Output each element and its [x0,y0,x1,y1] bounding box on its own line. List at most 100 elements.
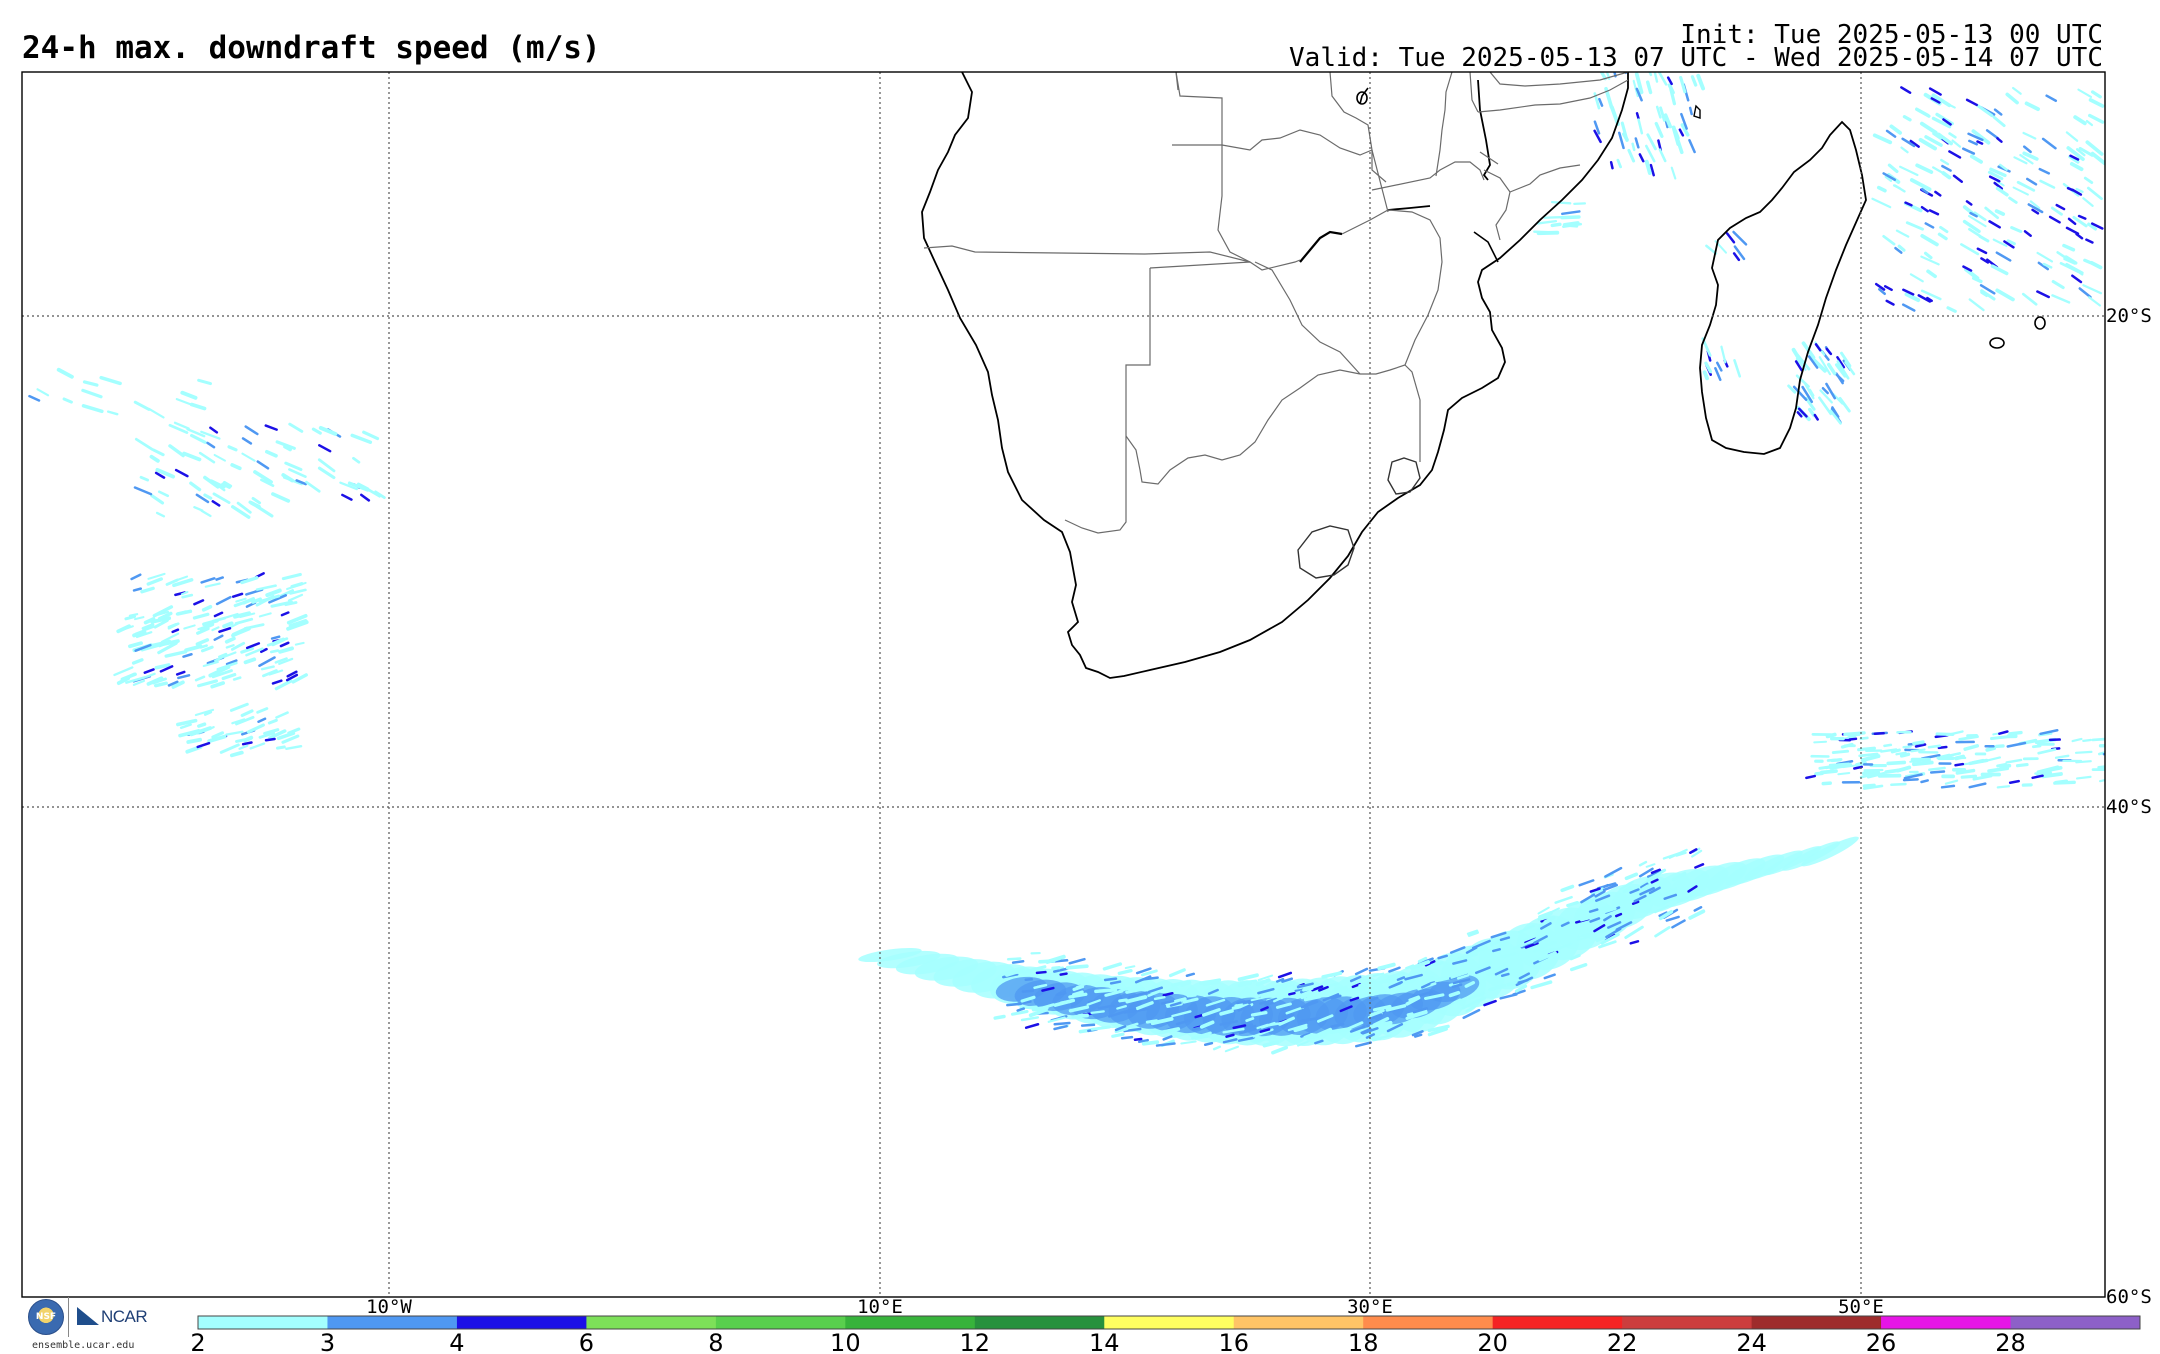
downdraft-streak [2067,217,2077,226]
downdraft-streak [229,750,244,758]
downdraft-streak [1053,967,1070,973]
downdraft-streak [1457,952,1479,960]
downdraft-streak [1964,267,1980,281]
downdraft-streak [1518,924,1535,934]
downdraft-streak [1590,887,1605,896]
downdraft-streak [245,588,264,596]
downdraft-streak [1602,883,1618,892]
downdraft-streak [1394,977,1416,988]
downdraft-streak [241,452,256,462]
downdraft-streak [1911,760,1934,767]
downdraft-streak [1990,735,2010,741]
downdraft-streak [1104,989,1124,997]
downdraft-streak [135,631,153,639]
downdraft-streak [1212,1045,1222,1051]
downdraft-streak [1237,973,1259,982]
downdraft-streak [1580,893,1596,904]
downdraft-streak [1679,76,1687,94]
downdraft-streak [2042,262,2053,269]
downdraft-streak [1593,924,1606,933]
colorbar-tick-label: 12 [960,1329,991,1354]
downdraft-streak [1185,972,1196,977]
downdraft-streak [171,628,180,634]
downdraft-streak [189,481,202,492]
downdraft-streak [265,588,282,598]
downdraft-streak [1369,996,1379,1002]
downdraft-streak [350,433,373,444]
downdraft-streak [1607,921,1622,929]
downdraft-streak [2065,131,2079,142]
downdraft-streak [1415,990,1433,998]
downdraft-streak [2039,728,2059,736]
downdraft-streak [2048,215,2061,224]
downdraft-streak [1962,147,1976,155]
downdraft-streak [1032,973,1049,978]
downdraft-streak [1984,206,1999,220]
downdraft-streak [1562,221,1580,227]
downdraft-streak [1985,129,2000,140]
downdraft-streak [227,445,238,452]
downdraft-streak [149,454,160,463]
downdraft-streak [1021,989,1035,993]
downdraft-streak [160,639,180,647]
downdraft-streak [1654,904,1670,914]
downdraft-streak [160,632,180,643]
downdraft-streak [2036,765,2060,774]
downdraft-streak [1404,973,1423,981]
downdraft-streak [1831,749,1850,755]
downdraft-streak [1466,929,1479,936]
downdraft-streak [2078,146,2094,157]
downdraft-streak [1904,292,1921,303]
downdraft-streak [1475,966,1491,975]
downdraft-streak [1205,998,1226,1007]
downdraft-streak [2013,156,2028,165]
downdraft-streak [258,656,276,667]
downdraft-streak [28,394,41,402]
nsf-logo: NSF [28,1299,64,1335]
downdraft-streak [1561,210,1581,216]
downdraft-streak [283,444,292,452]
downdraft-streak [1648,886,1661,895]
downdraft-streak [1994,209,2006,216]
downdraft-streak [1569,953,1581,961]
downdraft-streak [1579,914,1595,922]
downdraft-streak [199,644,208,649]
downdraft-streak [260,647,268,654]
downdraft-streak [1200,1035,1209,1039]
downdraft-streak [230,641,246,651]
downdraft-streak [2016,180,2036,192]
downdraft-streak [265,594,275,602]
downdraft-streak [2006,741,2027,748]
downdraft-streak [1645,80,1653,95]
downdraft-streak [1665,915,1680,922]
downdraft-streak [1135,1001,1154,1011]
downdraft-streak [1300,1032,1311,1038]
downdraft-streak [1688,138,1696,154]
colorbar-swatch [198,1316,328,1329]
downdraft-streak [2078,287,2092,299]
downdraft-streak [1490,931,1507,939]
downdraft-streak [318,425,338,436]
downdraft-streak [133,400,151,411]
downdraft-streak [1844,360,1856,376]
downdraft-streak [2041,137,2057,150]
downdraft-streak [1639,886,1655,896]
downdraft-streak [1476,996,1487,1003]
downdraft-streak [1500,952,1517,958]
downdraft-streak [1053,1024,1068,1031]
downdraft-streak [1808,407,1816,418]
downdraft-streak [2086,186,2103,201]
downdraft-streak [167,680,179,687]
downdraft-streak [1414,1033,1423,1038]
downdraft-streak [1848,737,1858,741]
downdraft-streak [1909,178,1932,192]
downdraft-streak [153,618,169,629]
downdraft-streak [1920,779,1929,784]
downdraft-streak [132,679,146,686]
lake-kariba [1299,230,1343,263]
downdraft-streak [1952,174,1964,183]
downdraft-streak [2071,274,2083,284]
downdraft-streak [1133,1037,1143,1042]
downdraft-streak [1168,968,1186,978]
downdraft-streak [1500,972,1510,977]
